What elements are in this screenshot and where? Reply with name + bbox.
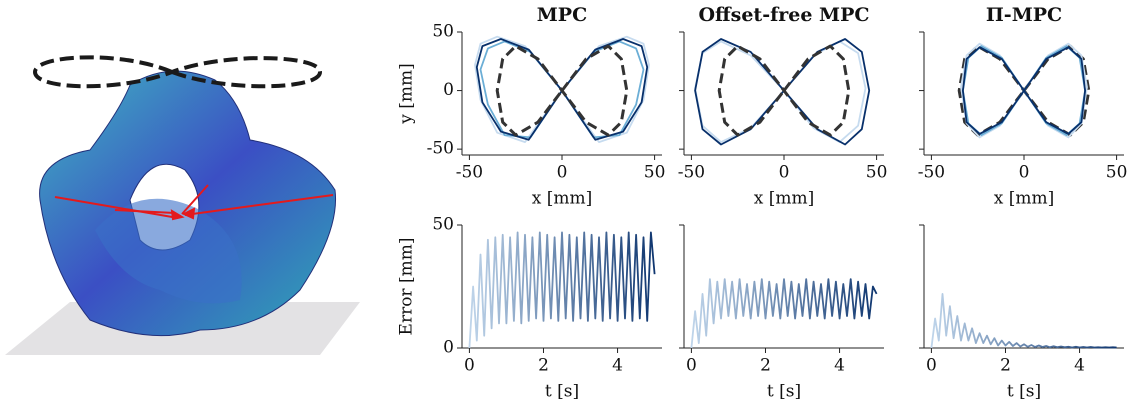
data-line [931, 294, 1116, 348]
data-line [695, 39, 869, 145]
x-tick-label: 4 [612, 356, 623, 376]
data-line [469, 232, 654, 348]
x-axis-label: t [s] [1007, 382, 1041, 402]
x-tick-label: -50 [918, 163, 945, 183]
chart-title: Π-MPC [986, 4, 1062, 26]
x-tick-label: 0 [1019, 163, 1030, 183]
x-tick-label: 4 [834, 356, 845, 376]
chart-title: Offset-free MPC [698, 4, 869, 26]
x-axis-label: x [mm] [532, 189, 593, 209]
x-axis-label: t [s] [767, 382, 801, 402]
y-axis-label: Error [mm] [397, 238, 417, 336]
data-line [691, 279, 876, 348]
y-tick-label: -50 [427, 139, 454, 159]
x-tick-label: 2 [1000, 356, 1011, 376]
x-tick-label: 4 [1074, 356, 1085, 376]
y-tick-label: 0 [443, 338, 454, 358]
x-tick-label: 50 [1106, 163, 1128, 183]
x-tick-label: 0 [686, 356, 697, 376]
x-tick-label: -50 [678, 163, 705, 183]
y-tick-label: 50 [432, 215, 454, 235]
chart-title: MPC [537, 4, 587, 26]
robot-illustration [5, 57, 360, 355]
data-line [497, 46, 627, 135]
y-axis-label: y [mm] [397, 63, 417, 125]
x-tick-label: 0 [464, 356, 475, 376]
x-axis-label: t [s] [545, 382, 579, 402]
x-axis-label: x [mm] [994, 189, 1055, 209]
y-tick-label: 50 [432, 22, 454, 42]
y-tick-label: 0 [443, 80, 454, 100]
figure: -50 0 50 -50 0 50 MPC x [mm] y [mm] -50 0 50 Offset-… [0, 0, 1143, 409]
x-tick-label: 0 [926, 356, 937, 376]
x-tick-label: 50 [866, 163, 888, 183]
x-tick-label: 50 [644, 163, 666, 183]
x-axis-label: x [mm] [754, 189, 815, 209]
data-line [719, 46, 849, 135]
x-tick-label: 2 [760, 356, 771, 376]
data-line [963, 47, 1085, 134]
x-tick-label: 2 [538, 356, 549, 376]
x-tick-label: -50 [456, 163, 483, 183]
x-tick-label: 0 [779, 163, 790, 183]
x-tick-label: 0 [557, 163, 568, 183]
